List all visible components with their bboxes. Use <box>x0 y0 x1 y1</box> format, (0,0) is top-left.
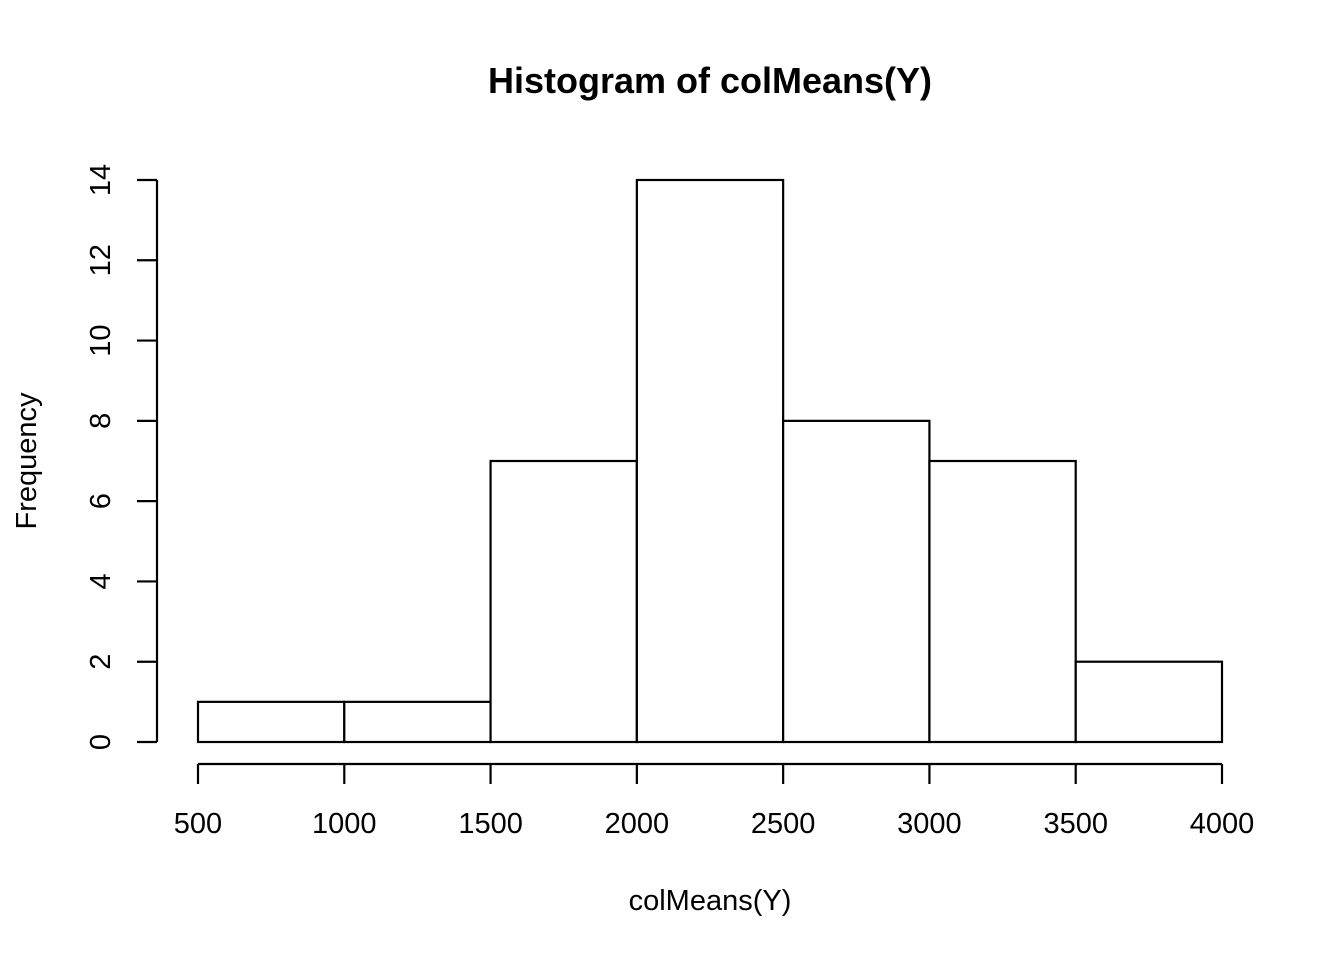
histogram-bar-1 <box>343 700 492 744</box>
histogram-bar-0 <box>196 700 346 744</box>
histogram-bar-6 <box>1074 660 1224 744</box>
x-tick-label-5: 3000 <box>897 808 962 840</box>
y-tick-label-0: 0 <box>85 734 117 750</box>
histogram-bar-3 <box>635 178 785 744</box>
x-tick-label-1: 1000 <box>312 808 377 840</box>
y-tick-label-6: 12 <box>85 244 117 276</box>
x-tick-label-3: 2000 <box>605 808 670 840</box>
y-axis: 0 2 4 6 8 10 12 14 <box>85 164 159 750</box>
x-tick-label-4: 2500 <box>751 808 816 840</box>
histogram-bar-5 <box>928 459 1077 744</box>
histogram-bar-4 <box>782 419 931 744</box>
histogram-bar-2 <box>489 459 638 744</box>
x-axis: 500 1000 1500 2000 2500 3000 3500 4000 <box>174 762 1255 840</box>
x-axis-label: colMeans(Y) <box>629 885 792 917</box>
x-tick-label-7: 4000 <box>1190 808 1255 840</box>
x-tick-label-2: 1500 <box>458 808 523 840</box>
x-tick-label-6: 3500 <box>1043 808 1108 840</box>
x-tick-label-0: 500 <box>174 808 222 840</box>
y-tick-label-1: 2 <box>85 654 117 670</box>
y-tick-label-7: 14 <box>85 164 117 196</box>
bars-group <box>196 178 1224 744</box>
chart-title: Histogram of colMeans(Y) <box>488 60 932 101</box>
y-tick-label-3: 6 <box>85 493 117 509</box>
y-axis-label: Frequency <box>11 392 43 530</box>
y-tick-label-4: 8 <box>85 413 117 429</box>
y-tick-label-5: 10 <box>85 324 117 356</box>
y-tick-label-2: 4 <box>85 573 117 589</box>
